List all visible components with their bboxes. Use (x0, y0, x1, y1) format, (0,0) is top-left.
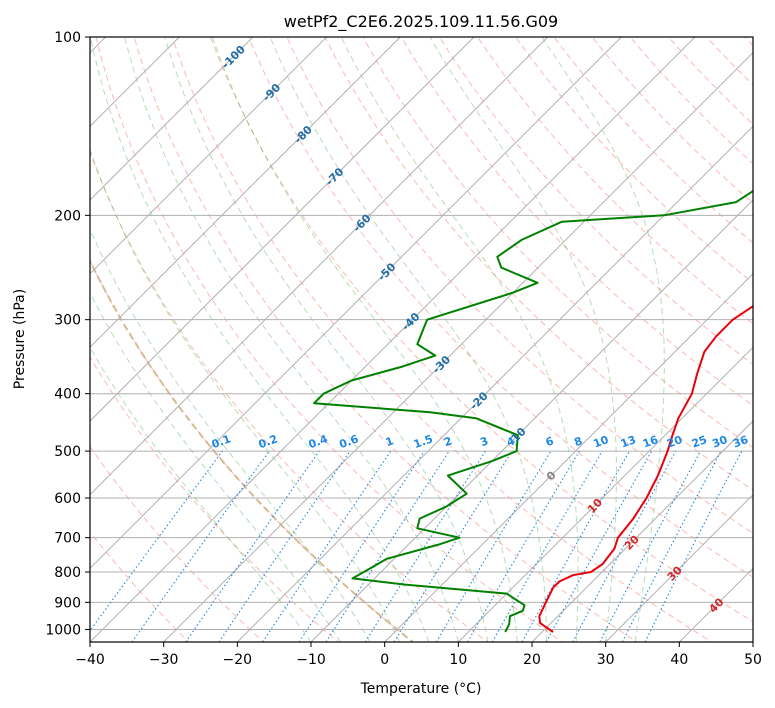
isotherm-line (90, 37, 475, 422)
mixing-ratio-label: 3 (478, 434, 490, 449)
y-axis-ticks: 1000 900 800 700 600 500 400 300 200 100 (45, 30, 90, 638)
y-tick-label: 200 (54, 208, 81, 224)
isotherm-line (384, 272, 753, 642)
mixing-ratio-label: 1 (384, 434, 396, 449)
moist-adiabat-line (90, 148, 400, 642)
mixing-ratio-label: 0.2 (257, 432, 280, 451)
mixing-ratio-label: 10 (592, 433, 611, 451)
x-tick-label: 20 (523, 652, 541, 668)
x-tick-label: 40 (670, 652, 688, 668)
y-tick-label: 1000 (45, 622, 81, 638)
moist-adiabat-line (541, 37, 665, 642)
isotherm-line (90, 37, 401, 349)
x-axis-ticks: −40 −30 −20 −10 0 10 20 30 40 50 (75, 642, 762, 668)
chart-title: wetPf2_C2E6.2025.109.11.56.G09 (284, 12, 558, 32)
mixing-ratio-label: 30 (710, 433, 729, 451)
mixing-ratio-line (491, 450, 603, 642)
isotherm-line (90, 37, 328, 275)
y-tick-label: 500 (54, 444, 81, 460)
x-tick-label: 0 (380, 652, 389, 668)
moist-adiabat-line (90, 292, 341, 642)
mixing-ratio-line (131, 450, 270, 642)
x-tick-label: −40 (75, 652, 105, 668)
mixing-ratio-line (467, 450, 580, 642)
isotherm-line (90, 37, 254, 201)
x-tick-label: −30 (149, 652, 179, 668)
mixing-ratio-label: 8 (572, 434, 584, 449)
moist-adiabat-line (90, 37, 430, 642)
mixing-ratio-line (435, 450, 552, 642)
y-tick-label: 800 (54, 565, 81, 581)
moist-adiabat-line (429, 37, 617, 642)
y-tick-label: 300 (54, 313, 81, 329)
mixing-ratio-label: 2 (442, 434, 454, 449)
isotherm-line (605, 493, 753, 642)
mixing-ratio-label: 1.5 (412, 432, 435, 451)
x-axis-label: Temperature (°C) (360, 681, 482, 697)
mixing-ratio-label: 4 (505, 434, 517, 449)
mixing-ratio-line (262, 450, 392, 642)
mixing-ratio-line (393, 450, 513, 642)
mixing-ratio-line (185, 450, 320, 642)
isotherm-line (236, 125, 753, 642)
x-tick-label: 50 (744, 652, 762, 668)
mixing-ratio-line (521, 450, 630, 642)
mixing-ratio-line (218, 450, 351, 642)
dry-adiabat-line (90, 150, 489, 642)
mixing-ratio-label: 0.1 (210, 432, 233, 451)
x-tick-label: 30 (597, 652, 615, 668)
isotherm-line (90, 37, 622, 570)
mixing-ratio-label: 0.6 (338, 432, 361, 451)
isotherm-line (90, 37, 696, 642)
moist-adiabat-line (340, 37, 579, 642)
x-tick-label: 10 (449, 652, 467, 668)
y-tick-label: 600 (54, 491, 81, 507)
temperature-trace (538, 304, 753, 633)
plot-frame (89, 36, 754, 643)
isotherm-line (90, 37, 549, 496)
dewpoint-trace (313, 189, 753, 633)
mixing-ratio-line (644, 450, 743, 642)
moist-adiabat-line (90, 228, 371, 642)
mixing-ratio-label: 20 (665, 433, 684, 451)
isotherm-line (163, 51, 753, 642)
mixing-ratio-label: 13 (619, 433, 638, 450)
sounding-traces (313, 189, 753, 633)
dry-adiabat-line (90, 259, 414, 642)
y-tick-label: 900 (54, 595, 81, 611)
moist-adiabat-line (164, 37, 489, 642)
y-tick-label: 700 (54, 531, 81, 547)
isotherm-line (457, 346, 753, 642)
background-lines (90, 37, 753, 642)
mixing-ratio-line (545, 450, 653, 642)
mixing-ratio-label: 16 (641, 433, 660, 451)
x-tick-label: −10 (296, 652, 326, 668)
moist-adiabat-line (269, 37, 548, 642)
mixing-ratio-label: 0.4 (307, 432, 330, 451)
mixing-ratio-label: 25 (690, 433, 709, 450)
y-tick-label: 100 (54, 30, 81, 46)
moist-adiabat-line (211, 37, 518, 642)
isotherm-line (310, 199, 753, 642)
mixing-ratio-label: 6 (544, 434, 556, 449)
y-axis-label: Pressure (hPa) (12, 289, 28, 389)
y-tick-label: 400 (54, 387, 81, 403)
mixing-ratio-label: 36 (731, 433, 750, 451)
isotherm-line (531, 420, 753, 642)
moist-adiabat-line (124, 37, 459, 642)
x-tick-label: −20 (223, 652, 253, 668)
